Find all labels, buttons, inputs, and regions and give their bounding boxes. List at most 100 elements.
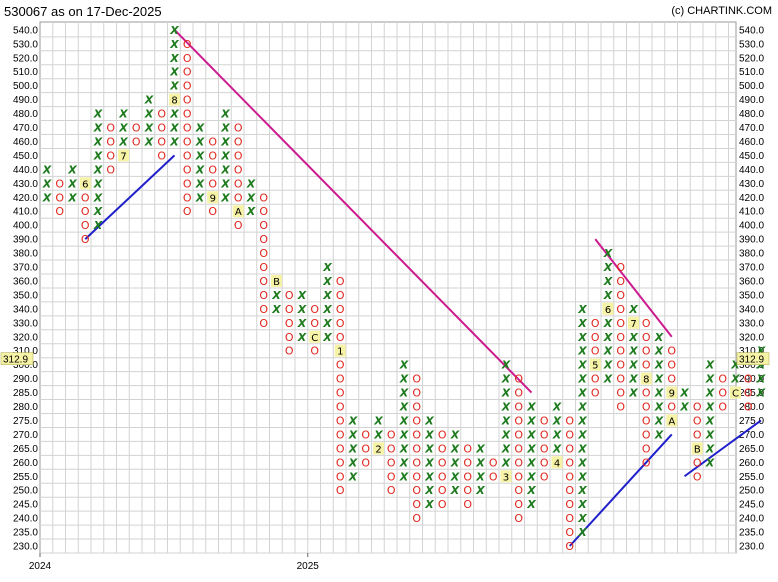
y-tick-label-right: 350.0 bbox=[739, 290, 764, 301]
x-box: X bbox=[93, 122, 103, 135]
x-box: X bbox=[399, 470, 409, 483]
y-tick-label-left: 360.0 bbox=[13, 276, 38, 287]
x-box: X bbox=[399, 414, 409, 427]
x-box: X bbox=[526, 442, 536, 455]
o-box: O bbox=[285, 289, 294, 302]
x-box: X bbox=[705, 456, 715, 469]
support-trendline bbox=[84, 154, 176, 240]
x-box: X bbox=[603, 261, 613, 274]
y-tick-label-right: 530.0 bbox=[739, 39, 764, 50]
y-tick-label-right: 480.0 bbox=[739, 109, 764, 120]
month-marker: 2 bbox=[375, 444, 381, 455]
x-box: X bbox=[475, 456, 485, 469]
y-tick-label-right: 340.0 bbox=[739, 304, 764, 315]
y-tick-label-right: 410.0 bbox=[739, 207, 764, 218]
y-tick-label-right: 320.0 bbox=[739, 332, 764, 343]
month-marker: C bbox=[311, 333, 318, 344]
o-box: O bbox=[259, 303, 268, 316]
o-box: O bbox=[540, 442, 549, 455]
o-box: O bbox=[183, 94, 192, 107]
o-box: O bbox=[616, 401, 625, 414]
o-box: O bbox=[183, 122, 192, 135]
o-box: O bbox=[693, 470, 702, 483]
x-box: X bbox=[93, 205, 103, 218]
x-box: X bbox=[526, 470, 536, 483]
y-tick-label-left: 440.0 bbox=[13, 165, 38, 176]
x-column: XX bbox=[679, 387, 689, 414]
o-box: O bbox=[336, 428, 345, 441]
o-box: O bbox=[183, 52, 192, 65]
x-box: X bbox=[654, 373, 664, 386]
o-box: O bbox=[616, 345, 625, 358]
y-tick-label-right: 430.0 bbox=[739, 179, 764, 190]
o-box: O bbox=[565, 428, 574, 441]
x-box: X bbox=[93, 163, 103, 176]
x-box: X bbox=[705, 387, 715, 400]
o-box: O bbox=[642, 414, 651, 427]
o-box: O bbox=[361, 456, 370, 469]
o-box: O bbox=[565, 414, 574, 427]
x-box: X bbox=[501, 456, 511, 469]
o-box: O bbox=[208, 177, 217, 190]
o-box: O bbox=[412, 512, 421, 525]
month-marker-bg bbox=[602, 302, 614, 315]
y-tick-label-right: 490.0 bbox=[739, 95, 764, 106]
x-box: X bbox=[67, 177, 77, 190]
month-marker-bg bbox=[334, 344, 346, 357]
o-box: O bbox=[183, 149, 192, 162]
x-box: X bbox=[297, 289, 307, 302]
o-box: O bbox=[183, 38, 192, 51]
month-marker: 9 bbox=[669, 389, 675, 400]
x-column: XXB bbox=[271, 274, 282, 316]
o-box: O bbox=[514, 387, 523, 400]
o-box: O bbox=[412, 373, 421, 386]
y-tick-label-left: 245.0 bbox=[13, 500, 38, 511]
y-tick-label-right: 235.0 bbox=[739, 528, 764, 539]
x-box: X bbox=[93, 191, 103, 204]
o-box: O bbox=[463, 498, 472, 511]
x-box: X bbox=[271, 289, 281, 302]
y-tick-label-left: 235.0 bbox=[13, 528, 38, 539]
x-box: X bbox=[42, 177, 52, 190]
x-box: X bbox=[93, 108, 103, 121]
o-box: O bbox=[183, 177, 192, 190]
o-box: O bbox=[183, 191, 192, 204]
x-box: X bbox=[399, 456, 409, 469]
o-box: O bbox=[106, 135, 115, 148]
x-box: X bbox=[144, 108, 154, 121]
o-box: O bbox=[616, 359, 625, 372]
y-tick-label-left: 510.0 bbox=[13, 67, 38, 78]
o-box: O bbox=[259, 275, 268, 288]
o-box: O bbox=[693, 456, 702, 469]
x-box: X bbox=[42, 191, 52, 204]
o-box: O bbox=[387, 428, 396, 441]
o-box: O bbox=[336, 373, 345, 386]
x-box: X bbox=[348, 456, 358, 469]
y-tick-label-right: 330.0 bbox=[739, 318, 764, 329]
o-box: O bbox=[565, 540, 574, 553]
y-tick-label-left: 265.0 bbox=[13, 444, 38, 455]
x-box: X bbox=[348, 428, 358, 441]
x-box: X bbox=[654, 428, 664, 441]
x-box: X bbox=[628, 373, 638, 386]
y-tick-label-left: 255.0 bbox=[13, 472, 38, 483]
o-box: O bbox=[183, 108, 192, 121]
y-tick-label-left: 520.0 bbox=[13, 53, 38, 64]
x-box: X bbox=[705, 359, 715, 372]
o-box: O bbox=[336, 331, 345, 344]
o-box: O bbox=[642, 345, 651, 358]
x-box: X bbox=[322, 261, 332, 274]
pnf-columns: XXXOOOXXXOOOO6XXXXXXXXXOOOO7XXXOOXXXXOOO… bbox=[42, 24, 766, 553]
x-box: X bbox=[399, 373, 409, 386]
x-box: X bbox=[526, 414, 536, 427]
y-axis-left: 230.0 235.0 240.0 245.0 250.0 255.0 260.0 265.0… bbox=[13, 25, 38, 552]
last-price-markers: 312.9 312.9 bbox=[0, 352, 770, 366]
x-box: X bbox=[399, 359, 409, 372]
o-box: O bbox=[81, 191, 90, 204]
